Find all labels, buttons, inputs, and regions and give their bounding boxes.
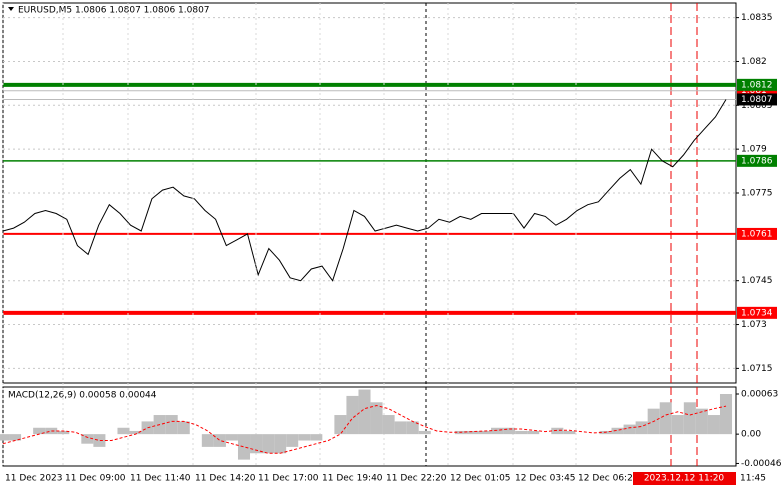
histogram-bar: [274, 434, 287, 454]
histogram-bar: [358, 389, 371, 435]
y-tick-label: 1.0715: [741, 364, 773, 374]
x-tick-label: 11 Dec 11:40: [130, 474, 191, 484]
level-label: 1.081: [741, 86, 767, 96]
histogram-bar: [671, 415, 684, 435]
level-label: 1.0786: [741, 156, 773, 166]
y-tick-label: 0.00063: [741, 390, 778, 400]
histogram-bar: [563, 430, 576, 435]
histogram-bar: [370, 402, 383, 435]
histogram-bar: [33, 427, 46, 435]
x-tick-label: 11:45: [740, 474, 766, 484]
histogram-bar: [286, 434, 299, 447]
histogram-bar: [551, 427, 564, 435]
y-tick-label: 1.079: [741, 145, 767, 155]
chart-title: EURUSD,M5 1.0806 1.0807 1.0806 1.0807: [18, 6, 210, 16]
histogram-bar: [683, 402, 696, 435]
histogram-bar: [382, 415, 395, 435]
level-label: 1.0734: [741, 308, 773, 318]
histogram-bar: [406, 421, 419, 435]
signal-line: [2, 404, 727, 454]
x-tick-label: 11 Dec 14:20: [195, 474, 256, 484]
histogram-bar: [503, 427, 516, 435]
histogram-bar: [394, 421, 407, 435]
histogram-bar: [418, 430, 431, 435]
histogram-bar: [659, 402, 672, 435]
x-tick-label: 11 Dec 19:40: [322, 474, 383, 484]
histogram-bar: [213, 434, 226, 447]
histogram-bar: [527, 430, 540, 435]
price-line: [2, 99, 727, 282]
level-label-box: [737, 78, 777, 91]
x-tick-label: 11 Dec 09:00: [65, 474, 126, 484]
cursor-label-box: [633, 472, 736, 485]
histogram-bar: [177, 421, 190, 435]
histogram-bar: [9, 434, 22, 441]
histogram-bar: [0, 434, 10, 441]
histogram-bar: [117, 427, 130, 435]
x-tick-label: 12 Dec 03:45: [515, 474, 576, 484]
y-tick-label: 1.0835: [741, 13, 773, 23]
y-tick-label: 1.0805: [741, 101, 773, 111]
histogram-bar: [93, 434, 106, 447]
y-tick-label: 0.00: [741, 430, 761, 440]
macd-frame: [2, 386, 737, 467]
histogram-bar: [491, 427, 504, 435]
y-tick-label: 1.0775: [741, 189, 773, 199]
y-tick-label: -0.00046: [741, 459, 781, 469]
histogram-bar: [81, 434, 94, 444]
level-label: 1.0761: [741, 229, 773, 239]
histogram-bar: [623, 424, 636, 435]
histogram-bar: [129, 430, 142, 435]
histogram-bar: [515, 430, 528, 435]
level-label-box: [737, 306, 777, 319]
histogram-bar: [334, 415, 347, 435]
histogram-bar: [719, 394, 733, 435]
y-tick-label: 1.082: [741, 57, 767, 67]
histogram-bar: [165, 415, 178, 435]
macd-title: MACD(12,26,9) 0.00058 0.00044: [8, 391, 157, 401]
dropdown-icon: [8, 7, 14, 11]
level-label-box: [737, 227, 777, 240]
histogram-bar: [635, 421, 648, 435]
histogram-bar: [201, 434, 214, 447]
histogram-bar: [611, 427, 624, 435]
histogram-bar: [262, 434, 275, 454]
level-label-box: [737, 154, 777, 167]
x-tick-label: 12 Dec 01:05: [450, 474, 511, 484]
cursor-label: 2023.12.12 11:20: [644, 474, 725, 484]
level-label: 1.0807: [741, 95, 773, 105]
histogram-bar: [707, 415, 720, 435]
x-tick-label: 11 Dec 22:20: [386, 474, 447, 484]
histogram-bar: [225, 434, 238, 441]
x-tick-label: 12 Dec 06:25: [578, 474, 639, 484]
histogram-bar: [57, 430, 70, 435]
histogram-bar: [298, 434, 311, 441]
histogram-bar: [346, 395, 359, 435]
histogram-bar: [237, 434, 251, 460]
histogram-bar: [250, 434, 263, 454]
y-tick-label: 1.073: [741, 320, 767, 330]
histogram-bar: [45, 427, 58, 435]
histogram-bar: [695, 408, 708, 435]
y-tick-label: 1.0745: [741, 276, 773, 286]
x-tick-label: 11 Dec 17:00: [258, 474, 319, 484]
histogram-bar: [478, 430, 492, 435]
x-tick-label: 11 Dec 2023: [5, 474, 63, 484]
histogram-bar: [310, 434, 323, 441]
level-label-box: [737, 93, 777, 106]
histogram-bar: [466, 430, 479, 435]
level-label: 1.0812: [741, 80, 773, 90]
